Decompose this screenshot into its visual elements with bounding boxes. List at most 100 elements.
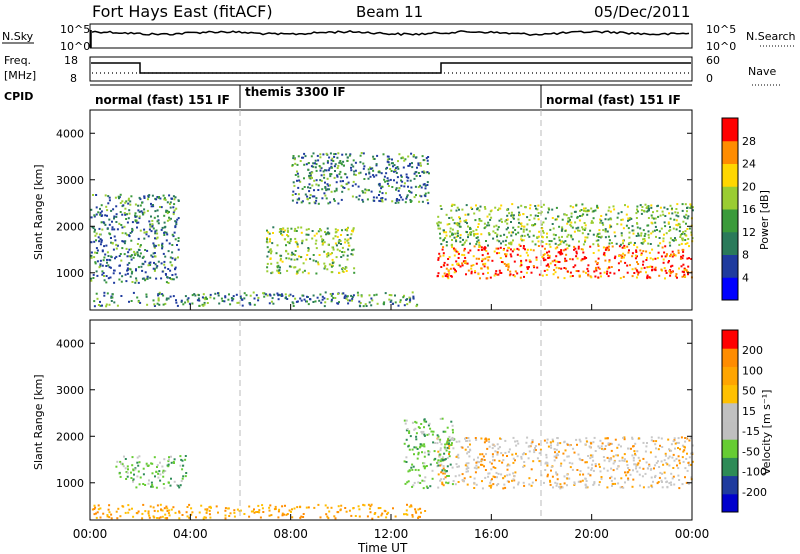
data-cell [354,169,357,172]
data-cell [151,225,154,228]
data-cell [689,463,692,466]
data-cell [194,294,197,297]
data-cell [640,234,643,237]
data-cell [597,236,600,238]
cpid-label: CPID [4,90,33,103]
data-cell [551,223,554,225]
data-cell [492,237,495,240]
data-cell [629,264,631,267]
data-cell [657,448,660,451]
data-cell [310,155,313,158]
data-cell [130,300,133,302]
data-cell [624,204,626,207]
data-cell [93,256,96,259]
data-cell [98,266,101,269]
data-cell [566,477,569,480]
data-cell [624,481,626,484]
data-cell [688,456,691,459]
data-cell [161,242,164,245]
colorbar-tick-label: -15 [742,425,760,438]
data-cell [384,180,387,183]
data-cell [424,195,427,198]
data-cell [628,249,630,252]
data-cell [474,271,477,274]
data-cell [318,299,321,302]
data-cell [312,152,315,155]
data-cell [445,244,448,247]
data-cell [647,242,650,245]
data-cell [161,226,164,229]
data-cell [305,163,308,166]
data-cell [585,461,588,464]
data-cell [672,453,675,456]
data-cell [599,439,602,442]
data-cell [160,228,163,231]
data-cell [681,483,684,486]
data-cell [455,250,458,253]
data-cell [605,246,608,249]
data-cell [470,270,473,273]
data-cell [587,233,590,236]
data-cell [201,296,204,299]
data-cell [676,276,678,279]
data-cell [191,294,194,297]
colorbar-cell [722,439,738,458]
data-cell [403,182,406,185]
data-cell [170,461,173,464]
data-cell [377,171,380,174]
data-cell [679,234,682,236]
data-cell [446,465,449,468]
data-cell [396,176,399,179]
data-cell [156,236,159,239]
data-cell [165,298,168,301]
data-cell [345,297,348,300]
data-cell [309,298,311,301]
data-cell [474,437,477,439]
data-cell [341,163,343,166]
data-cell [397,201,400,204]
data-cell [332,248,335,251]
data-cell [408,296,411,299]
data-cell [463,477,466,480]
data-cell [235,293,238,296]
data-cell [495,247,498,250]
data-cell [343,164,345,167]
data-cell [609,271,612,274]
data-cell [686,210,688,213]
data-cell [507,463,510,466]
data-cell [135,215,138,218]
data-cell [329,152,332,155]
data-cell [174,258,177,261]
data-cell [613,257,616,260]
data-cell [479,453,482,456]
data-cell [465,440,468,442]
data-cell [555,260,557,263]
data-cell [152,299,155,302]
data-cell [520,238,523,241]
data-cell [287,252,290,255]
data-cell [608,460,611,463]
data-cell [414,171,417,174]
data-cell [566,247,569,250]
data-cell [596,233,599,236]
data-cell [546,473,549,476]
data-cell [326,183,329,186]
data-cell [531,240,534,243]
data-cell [424,465,427,468]
data-cell [422,171,425,174]
data-cell [132,291,135,294]
data-cell [349,237,352,240]
data-cell [322,153,325,156]
data-cell [627,219,629,222]
data-cell [599,221,602,224]
data-cell [607,442,610,445]
data-cell [236,508,239,511]
data-cell [95,516,98,519]
data-cell [517,231,520,234]
data-cell [459,225,462,228]
data-cell [664,245,667,248]
data-cell [317,189,320,191]
data-cell [603,467,606,470]
data-cell [440,478,443,481]
data-cell [644,232,647,235]
